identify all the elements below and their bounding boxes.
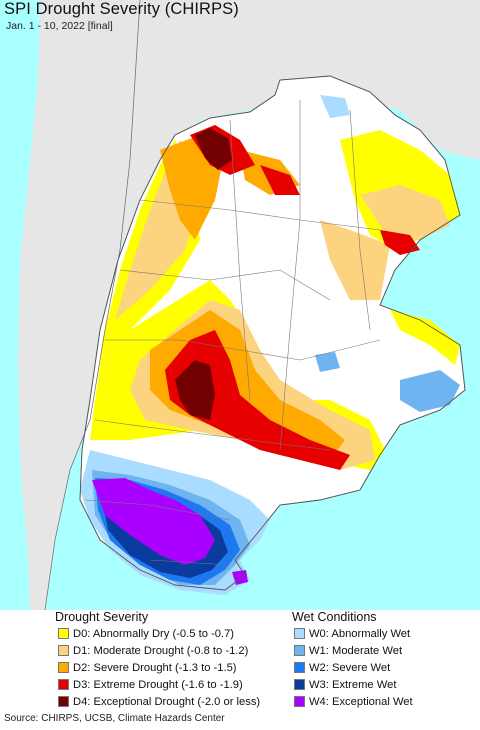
legend-swatch-w2 — [294, 662, 305, 673]
legend-item-d0: D0: Abnormally Dry (-0.5 to -0.7) — [58, 628, 234, 642]
d3-area-corrientes — [380, 230, 420, 255]
legend-drought-heading: Drought Severity — [55, 610, 149, 624]
legend-label-d1: D1: Moderate Drought (-0.8 to -1.2) — [73, 645, 249, 657]
legend-item-w2: W2: Severe Wet — [294, 662, 390, 676]
w1-area-santafe — [315, 352, 340, 372]
legend-swatch-w0 — [294, 628, 305, 639]
legend-label-w4: W4: Exceptional Wet — [309, 696, 413, 708]
legend-swatch-d1 — [58, 645, 69, 656]
legend-swatch-d4 — [58, 696, 69, 707]
w0-area-bolivia — [320, 95, 350, 118]
legend-item-d1: D1: Moderate Drought (-0.8 to -1.2) — [58, 645, 248, 659]
legend-swatch-w3 — [294, 679, 305, 690]
legend-swatch-d0 — [58, 628, 69, 639]
legend-swatch-d3 — [58, 679, 69, 690]
pacific-ocean — [0, 0, 40, 610]
d3-area-salta — [260, 165, 300, 195]
d3-area-central — [165, 330, 350, 470]
d4-area-central — [175, 360, 215, 420]
legend-swatch-d2 — [58, 662, 69, 673]
map-title: SPI Drought Severity (CHIRPS) — [4, 0, 239, 18]
andes-border — [44, 0, 141, 610]
legend-label-w1: W1: Moderate Wet — [309, 645, 403, 657]
legend-label-d0: D0: Abnormally Dry (-0.5 to -0.7) — [73, 628, 235, 640]
wet-patches — [80, 95, 460, 595]
region-outline — [79, 75, 466, 591]
w1-area-uruguay — [400, 370, 460, 412]
legend-item-d2: D2: Severe Drought (-1.3 to -1.5) — [58, 662, 237, 676]
drought-patches — [90, 125, 460, 470]
source-credit: Source: CHIRPS, UCSB, Climate Hazards Ce… — [4, 713, 225, 724]
legend-label-d3: D3: Extreme Drought (-1.6 to -1.9) — [73, 679, 243, 691]
legend-swatch-w4 — [294, 696, 305, 707]
d1-area-misiones — [360, 185, 450, 240]
legend-label-w0: W0: Abnormally Wet — [309, 628, 411, 640]
legend-label-w3: W3: Extreme Wet — [309, 679, 397, 691]
d1-area-chaco — [320, 220, 390, 300]
legend-label-w2: W2: Severe Wet — [309, 662, 391, 674]
legend-label-d4: D4: Exceptional Drought (-2.0 or less) — [73, 696, 261, 708]
map-area — [0, 0, 480, 610]
legend-item-w3: W3: Extreme Wet — [294, 679, 396, 693]
neighbor-land-north — [300, 0, 480, 160]
d4-area-north — [195, 128, 232, 170]
legend-item-d3: D3: Extreme Drought (-1.6 to -1.9) — [58, 679, 243, 693]
d0-area-uruguay — [390, 310, 460, 365]
legend-item-w1: W1: Moderate Wet — [294, 645, 402, 659]
legend-label-d2: D2: Severe Drought (-1.3 to -1.5) — [73, 662, 237, 674]
legend-wet-heading: Wet Conditions — [292, 610, 377, 624]
legend-item-w0: W0: Abnormally Wet — [294, 628, 410, 642]
w4-area-patagonia — [92, 478, 215, 565]
legend-item-w4: W4: Exceptional Wet — [294, 696, 413, 710]
legend: Drought Severity Wet Conditions D0: Abno… — [0, 610, 480, 715]
map-canvas — [0, 0, 480, 610]
legend-item-d4: D4: Exceptional Drought (-2.0 or less) — [58, 696, 260, 710]
map-subtitle: Jan. 1 - 10, 2022 [final] — [6, 20, 113, 32]
province-borders — [84, 100, 381, 566]
legend-swatch-w1 — [294, 645, 305, 656]
